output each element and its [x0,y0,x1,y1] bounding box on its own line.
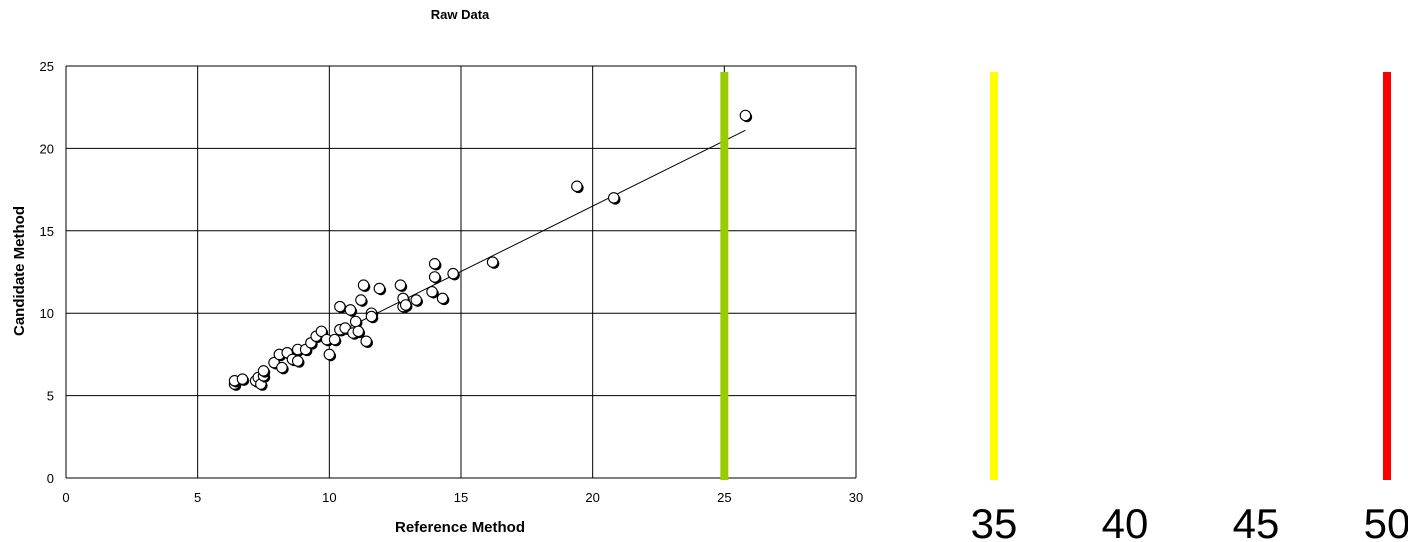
y-tick-label: 15 [40,224,54,239]
y-axis-title: Candidate Method [11,206,28,336]
data-point [257,365,271,378]
data-point [607,192,621,205]
y-tick-label: 10 [40,306,54,321]
data-point [357,279,371,292]
data-point [399,299,413,312]
data-point [365,310,379,324]
y-tick-labels: 0 5 10 15 20 25 [40,59,54,486]
reference-line-25 [720,72,729,480]
y-tick-label: 20 [40,141,54,156]
data-point [236,373,250,386]
data-point [334,300,347,314]
x-tick-label: 20 [585,490,599,505]
chart-title: Raw Data [431,7,490,22]
data-point [344,304,358,317]
x-tick-label: 30 [849,490,863,505]
data-point [571,180,584,194]
x-axis-title: Reference Method [395,519,525,536]
data-point [352,325,366,339]
scale-label-40: 40 [1102,500,1149,542]
data-point [394,279,408,292]
data-points [228,109,753,391]
x-tick-label: 15 [454,490,468,505]
x-tick-label: 10 [322,490,336,505]
data-point [486,256,500,269]
scale-lines [990,72,1391,480]
y-tick-label: 0 [47,471,54,486]
x-tick-label: 0 [62,490,69,505]
x-tick-label: 25 [717,490,731,505]
data-point [291,355,305,368]
data-point [428,271,442,284]
data-point [447,267,460,281]
data-point [739,109,753,123]
data-point [355,294,368,307]
data-point [328,333,342,347]
data-point [323,348,337,362]
data-point [428,258,442,271]
scale-line-35 [990,72,998,480]
data-point [373,282,387,296]
data-point [436,292,450,306]
y-tick-label: 25 [40,59,54,74]
x-tick-label: 5 [194,490,201,505]
data-point [426,286,439,299]
scale-label-35: 35 [971,500,1018,542]
data-point [410,294,424,307]
scale-line-50 [1383,72,1391,480]
scale-label-50: 50 [1364,500,1408,542]
scale-bar: 35 40 45 50 [971,72,1408,542]
trendline [350,129,746,327]
data-point [276,361,289,375]
scale-labels: 35 40 45 50 [971,500,1408,542]
data-point [360,335,373,349]
scale-label-45: 45 [1233,500,1280,542]
scatter-chart: Raw Data 0 5 10 15 20 25 30 0 5 10 15 20 25 Referen… [11,7,863,536]
x-tick-labels: 0 5 10 15 20 25 30 [62,490,863,505]
y-tick-label: 5 [47,389,54,404]
